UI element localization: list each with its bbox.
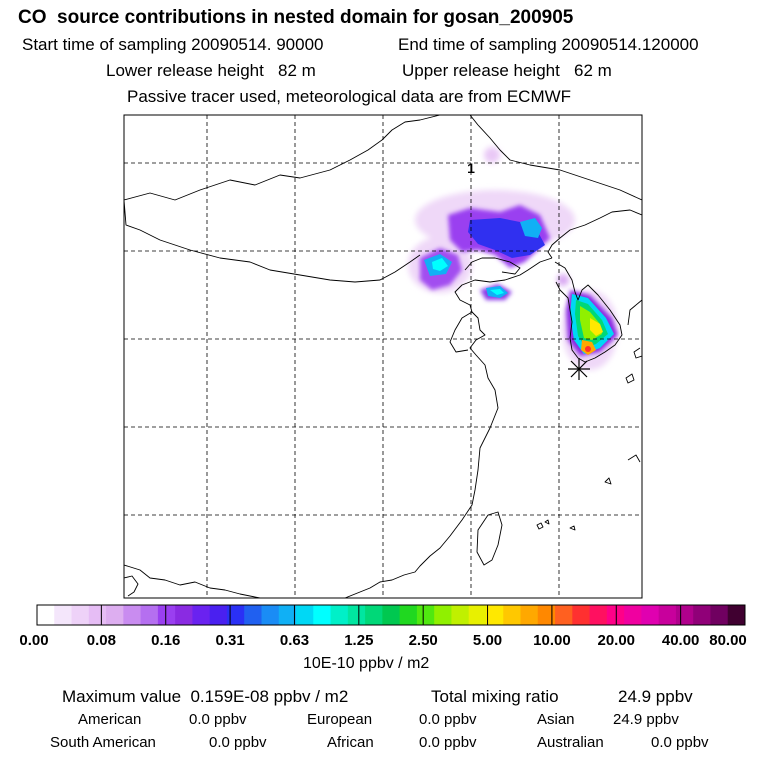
region-american-name: American — [78, 711, 142, 728]
colorbar-swatch — [330, 605, 349, 625]
start-time-label: Start time of sampling 20090514. 90000 — [22, 35, 324, 54]
colorbar-swatch — [624, 605, 642, 625]
colorbar-swatch — [140, 605, 159, 625]
colorbar-swatch — [88, 605, 107, 625]
plume-max — [585, 346, 591, 352]
colorbar-swatch — [192, 605, 211, 625]
colorbar-swatch — [226, 605, 245, 625]
region-european-name: European — [307, 711, 373, 728]
colorbar-units: 10E-10 ppbv / m2 — [303, 655, 430, 672]
total-mixing-value: 24.9 ppbv — [618, 687, 693, 706]
colorbar-swatch — [416, 605, 435, 625]
region-south-american-name: South American — [50, 734, 156, 751]
colorbar-swatch — [503, 605, 522, 625]
region-american-value: 0.0 ppbv — [189, 711, 247, 728]
plume-cyan — [490, 289, 504, 295]
tracer-note: Passive tracer used, meteorological data… — [127, 87, 572, 106]
region-asian-value: 24.9 ppbv — [613, 711, 679, 728]
colorbar-swatch — [399, 605, 418, 625]
colorbar-tick-label: 10.00 — [533, 632, 571, 649]
colorbar-swatch — [606, 605, 625, 625]
colorbar — [36, 604, 746, 626]
region-australian-value: 0.0 ppbv — [651, 734, 709, 751]
colorbar-swatch — [727, 605, 746, 625]
region-african-name: African — [327, 734, 374, 751]
colorbar-swatch — [572, 605, 591, 625]
colorbar-tick-label: 2.50 — [408, 632, 438, 649]
receptor-marker — [568, 358, 590, 380]
max-value-label: Maximum value 0.159E-08 ppbv / m2 — [62, 687, 349, 706]
colorbar-swatch — [365, 605, 383, 625]
concentration-field — [408, 147, 618, 370]
colorbar-swatch — [451, 605, 470, 625]
colorbar-swatch — [693, 605, 711, 625]
colorbar-swatch — [589, 605, 608, 625]
colorbar-swatch — [244, 605, 262, 625]
colorbar-swatch — [347, 605, 366, 625]
region-south-american-value: 0.0 ppbv — [209, 734, 267, 751]
colorbar-tick-label: 40.00 — [661, 632, 700, 649]
colorbar-swatch — [468, 605, 487, 625]
colorbar-swatch — [209, 605, 228, 625]
colorbar-swatch — [54, 605, 73, 625]
region-australian-name: Australian — [537, 734, 604, 751]
colorbar-swatch — [123, 605, 142, 625]
colorbar-swatch — [641, 605, 660, 625]
colorbar-swatch — [485, 605, 504, 625]
colorbar-tick-label: 1.25 — [344, 632, 374, 649]
colorbar-swatch — [175, 605, 193, 625]
colorbar-tick-label: 20.00 — [597, 632, 636, 649]
coastlines — [124, 115, 642, 598]
lat-lon-grid — [124, 115, 642, 598]
colorbar-tick-label: 0.00 — [19, 632, 49, 649]
colorbar-swatch — [537, 605, 556, 625]
colorbar-swatch — [278, 605, 297, 625]
region-african-value: 0.0 ppbv — [419, 734, 477, 751]
plume-yellow — [590, 318, 603, 336]
colorbar-swatch — [675, 605, 694, 625]
colorbar-swatch — [37, 605, 55, 625]
colorbar-tick-label: 80.00 — [709, 632, 747, 649]
region-asian-name: Asian — [537, 711, 575, 728]
station-marker-label: 1 — [467, 160, 475, 176]
colorbar-swatch — [658, 605, 677, 625]
colorbar-swatch — [261, 605, 280, 625]
colorbar-tick-label: 0.63 — [279, 632, 310, 649]
colorbar-swatch — [106, 605, 124, 625]
colorbar-swatch — [555, 605, 573, 625]
colorbar-tick-label: 0.08 — [86, 632, 116, 649]
colorbar-swatch — [71, 605, 90, 625]
colorbar-swatch — [157, 605, 176, 625]
plume-halo — [557, 274, 569, 286]
colorbar-tick-label: 5.00 — [472, 632, 503, 649]
end-time-label: End time of sampling 20090514.120000 — [398, 35, 699, 54]
colorbar-swatch — [434, 605, 452, 625]
colorbar-swatch — [296, 605, 314, 625]
plume-cyan — [432, 258, 448, 271]
colorbar-swatch — [382, 605, 401, 625]
lower-release-label: Lower release height 82 m — [106, 61, 316, 80]
upper-release-label: Upper release height 62 m — [402, 61, 612, 80]
colorbar-swatch — [520, 605, 539, 625]
plume-cyan — [520, 218, 542, 238]
colorbar-swatch — [313, 605, 332, 625]
plume-halo — [484, 147, 500, 163]
colorbar-tick-label: 0.31 — [215, 632, 245, 649]
chart-title: CO source contributions in nested domain… — [18, 7, 574, 28]
colorbar-tick-label: 0.16 — [151, 632, 181, 649]
colorbar-swatch — [710, 605, 729, 625]
total-mixing-label: Total mixing ratio — [431, 687, 559, 706]
region-european-value: 0.0 ppbv — [419, 711, 477, 728]
